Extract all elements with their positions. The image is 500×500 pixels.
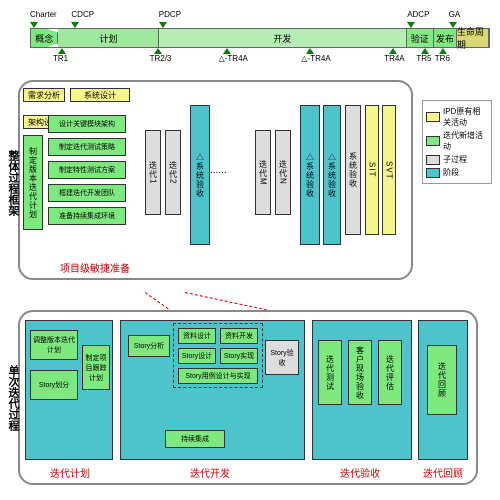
prep-item: 制定迭代测试策略 <box>48 138 126 156</box>
c1-item: Story划分 <box>30 370 78 400</box>
c3-item: 迭代评估 <box>378 340 402 405</box>
sys-verify-delta: △系统验收 <box>300 105 320 245</box>
prep-item: 制定特性测试方案 <box>48 161 126 179</box>
label-review: 迭代回顾 <box>423 465 463 480</box>
label-plan: 迭代计划 <box>50 465 90 480</box>
iteration: 迭代N <box>275 130 291 215</box>
prep-item: 设计关键模块架构 <box>48 115 126 133</box>
sit: SIT <box>365 105 379 235</box>
c1-item: 制定项目跟踪计划 <box>82 345 110 390</box>
sys-verify: 系统验收 <box>345 105 361 235</box>
lower-title: 单次迭代过程 <box>5 365 21 431</box>
req-analysis: 需求分析 <box>23 88 65 102</box>
label-accept: 迭代验收 <box>340 465 380 480</box>
iteration: 迭代2 <box>165 130 181 215</box>
c3-item: 迭代测试 <box>318 340 342 405</box>
sys-verify-delta: △系统验收 <box>190 105 210 245</box>
upper-footer: 项目级敏捷准备 <box>60 260 130 275</box>
iter-review: 迭代回顾 <box>427 345 457 415</box>
svt: SVT <box>382 105 396 235</box>
sys-design: 系统设计 <box>70 88 130 102</box>
c2-item: Story分析 <box>128 335 170 357</box>
sys-verify-2: △系统验收 <box>323 105 341 245</box>
upper-title: 整体过程框架 <box>5 150 21 216</box>
timeline: CharterCDCPPDCPADCPGA 概念计划开发验证发布生命周期 TR1… <box>30 10 490 65</box>
c2-item: Story验收 <box>265 340 299 375</box>
c3-item: 客户现场验收 <box>348 340 372 405</box>
legend: IPD原有相关活动迭代新增活动子过程阶段 <box>422 100 492 184</box>
leftcol-head: 制定版本迭代计划 <box>23 135 43 230</box>
timeline-bar: 概念计划开发验证发布生命周期 <box>30 28 490 48</box>
c1-item: 调整版本迭代计划 <box>30 330 78 360</box>
label-dev: 迭代开发 <box>190 465 230 480</box>
prep-item: 框建迭代开发团队 <box>48 184 126 202</box>
prep-item: 准备持续集成环境 <box>48 207 126 225</box>
c2-item: 持续集成 <box>165 430 225 448</box>
iteration: 迭代M <box>255 130 271 215</box>
iteration: 迭代1 <box>145 130 161 215</box>
